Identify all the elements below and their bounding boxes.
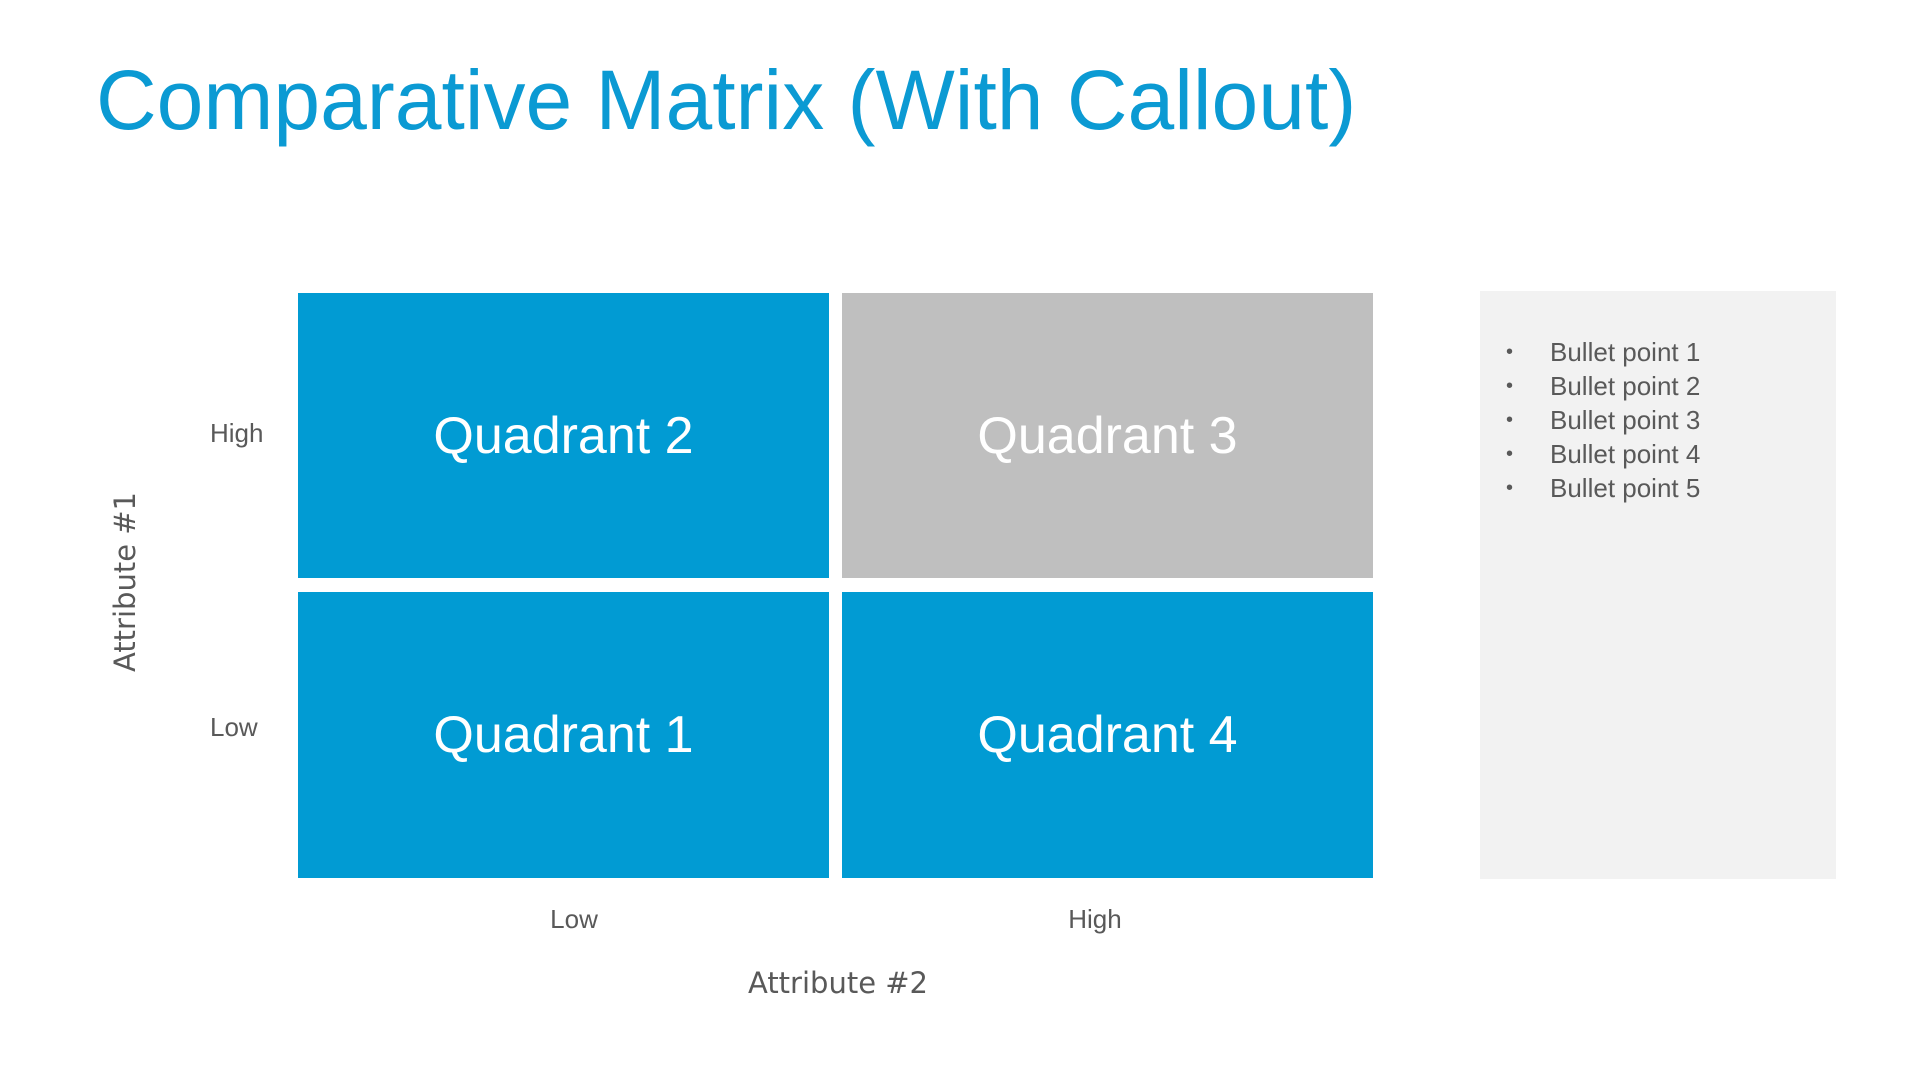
quadrant-2-label: Quadrant 2 (433, 406, 694, 465)
callout-box: • Bullet point 1 • Bullet point 2 • Bull… (1480, 291, 1836, 879)
quadrant-3-label: Quadrant 3 (977, 406, 1238, 465)
x-axis-high-label: High (1068, 904, 1122, 934)
quadrant-1: Quadrant 1 (298, 592, 829, 878)
quadrant-4: Quadrant 4 (842, 592, 1373, 878)
y-axis-title: Attribute #1 (108, 491, 142, 673)
quadrant-1-label: Quadrant 1 (433, 706, 694, 764)
bullet-icon: • (1506, 341, 1514, 363)
quadrant-2: Quadrant 2 (298, 293, 829, 578)
bullet-text: Bullet point 4 (1550, 439, 1701, 469)
bullet-text: Bullet point 5 (1550, 473, 1701, 503)
y-axis-high-label: High (210, 418, 264, 448)
list-item: • Bullet point 3 (1506, 403, 1700, 437)
x-axis-low-label: Low (550, 904, 598, 934)
x-axis-title: Attribute #2 (747, 966, 929, 1000)
bullet-icon: • (1506, 443, 1514, 465)
y-axis-low-label: Low (210, 712, 258, 742)
quadrant-4-label: Quadrant 4 (977, 706, 1238, 764)
bullet-icon: • (1506, 375, 1514, 397)
list-item: • Bullet point 4 (1506, 437, 1700, 471)
list-item: • Bullet point 2 (1506, 369, 1700, 403)
quadrant-3: Quadrant 3 (842, 293, 1373, 578)
page-title: Comparative Matrix (With Callout) (96, 53, 1357, 147)
bullet-list: • Bullet point 1 • Bullet point 2 • Bull… (1506, 335, 1700, 505)
list-item: • Bullet point 5 (1506, 471, 1700, 505)
bullet-icon: • (1506, 477, 1514, 499)
bullet-text: Bullet point 2 (1550, 371, 1701, 401)
bullet-text: Bullet point 3 (1550, 405, 1701, 435)
bullet-icon: • (1506, 409, 1514, 431)
bullet-text: Bullet point 1 (1550, 337, 1701, 367)
list-item: • Bullet point 1 (1506, 335, 1700, 369)
